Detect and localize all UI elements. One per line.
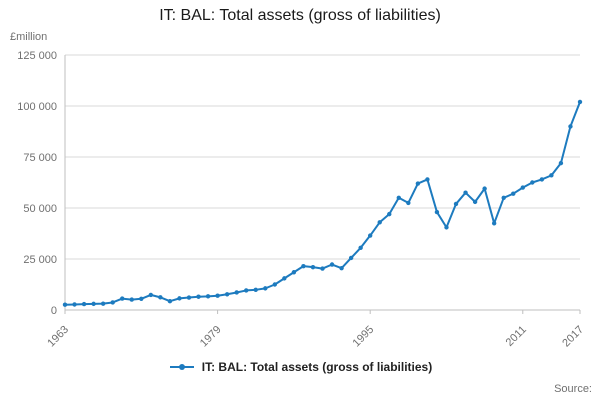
data-point bbox=[377, 220, 382, 225]
data-point bbox=[110, 300, 115, 305]
data-point bbox=[167, 299, 173, 304]
chart-title: IT: BAL: Total assets (gross of liabilit… bbox=[159, 7, 441, 24]
data-point bbox=[282, 276, 287, 281]
data-point bbox=[320, 266, 325, 271]
data-point bbox=[472, 199, 478, 205]
data-point bbox=[224, 292, 230, 297]
legend-label: IT: BAL: Total assets (gross of liabilit… bbox=[201, 360, 433, 374]
y-tick-label: 125 000 bbox=[17, 50, 57, 62]
data-point bbox=[272, 282, 278, 287]
data-point bbox=[415, 181, 421, 186]
chart-legend: IT: BAL: Total assets (gross of liabilit… bbox=[0, 360, 600, 374]
data-line bbox=[64, 100, 581, 306]
x-tick-label: 2017 bbox=[560, 324, 586, 350]
data-point bbox=[234, 290, 239, 295]
data-point bbox=[148, 292, 154, 298]
data-point bbox=[139, 296, 144, 301]
y-tick-label: 75 000 bbox=[23, 152, 57, 164]
data-point bbox=[253, 287, 258, 293]
data-point bbox=[549, 173, 554, 178]
data-point bbox=[406, 200, 411, 206]
x-tick-label: 2011 bbox=[504, 324, 529, 349]
x-tick-label: 1979 bbox=[198, 324, 224, 350]
data-point bbox=[120, 296, 125, 301]
data-point bbox=[339, 265, 344, 271]
x-tick-label: 1963 bbox=[45, 324, 71, 350]
data-point bbox=[539, 177, 545, 182]
data-point bbox=[396, 195, 401, 200]
data-point bbox=[244, 288, 249, 293]
legend-line-marker-icon bbox=[169, 364, 194, 370]
data-point bbox=[577, 99, 583, 105]
data-point bbox=[511, 191, 516, 196]
data-point bbox=[387, 211, 392, 217]
data-point bbox=[62, 302, 68, 307]
data-point bbox=[482, 186, 487, 191]
data-point bbox=[367, 233, 373, 238]
data-point bbox=[301, 263, 306, 269]
data-point bbox=[186, 295, 192, 300]
x-tick-label: 1995 bbox=[351, 324, 377, 350]
data-point bbox=[205, 294, 211, 299]
data-point bbox=[568, 124, 573, 129]
data-point bbox=[177, 296, 182, 301]
data-point bbox=[530, 180, 535, 185]
data-point bbox=[425, 177, 430, 182]
data-point bbox=[291, 270, 297, 275]
data-point bbox=[558, 160, 564, 166]
data-point bbox=[358, 245, 363, 250]
y-tick-label: 25 000 bbox=[23, 254, 57, 266]
line-chart-canvas: 0 25 000 50 000 75 000 100 000 125 000 1963 197… bbox=[17, 50, 586, 350]
y-tick-label: 50 000 bbox=[23, 203, 57, 215]
data-point bbox=[348, 255, 354, 261]
data-point bbox=[215, 293, 220, 298]
data-point bbox=[100, 301, 106, 306]
data-point bbox=[72, 302, 77, 307]
y-axis-unit-label: £million bbox=[10, 31, 48, 43]
data-point bbox=[444, 225, 449, 230]
data-point bbox=[91, 301, 96, 307]
data-point bbox=[463, 190, 468, 195]
data-point bbox=[520, 185, 525, 190]
source-label: Source: bbox=[554, 383, 592, 395]
data-point bbox=[310, 264, 316, 270]
data-point bbox=[501, 195, 506, 200]
data-point bbox=[453, 201, 459, 207]
y-tick-label: 0 bbox=[51, 305, 57, 317]
data-point bbox=[329, 262, 335, 267]
data-point bbox=[434, 209, 440, 215]
data-point bbox=[81, 301, 87, 307]
y-tick-label: 100 000 bbox=[17, 101, 57, 113]
data-point bbox=[129, 297, 134, 302]
data-point bbox=[491, 221, 497, 226]
data-point bbox=[158, 295, 163, 300]
data-point bbox=[196, 294, 201, 299]
data-point bbox=[263, 286, 268, 291]
